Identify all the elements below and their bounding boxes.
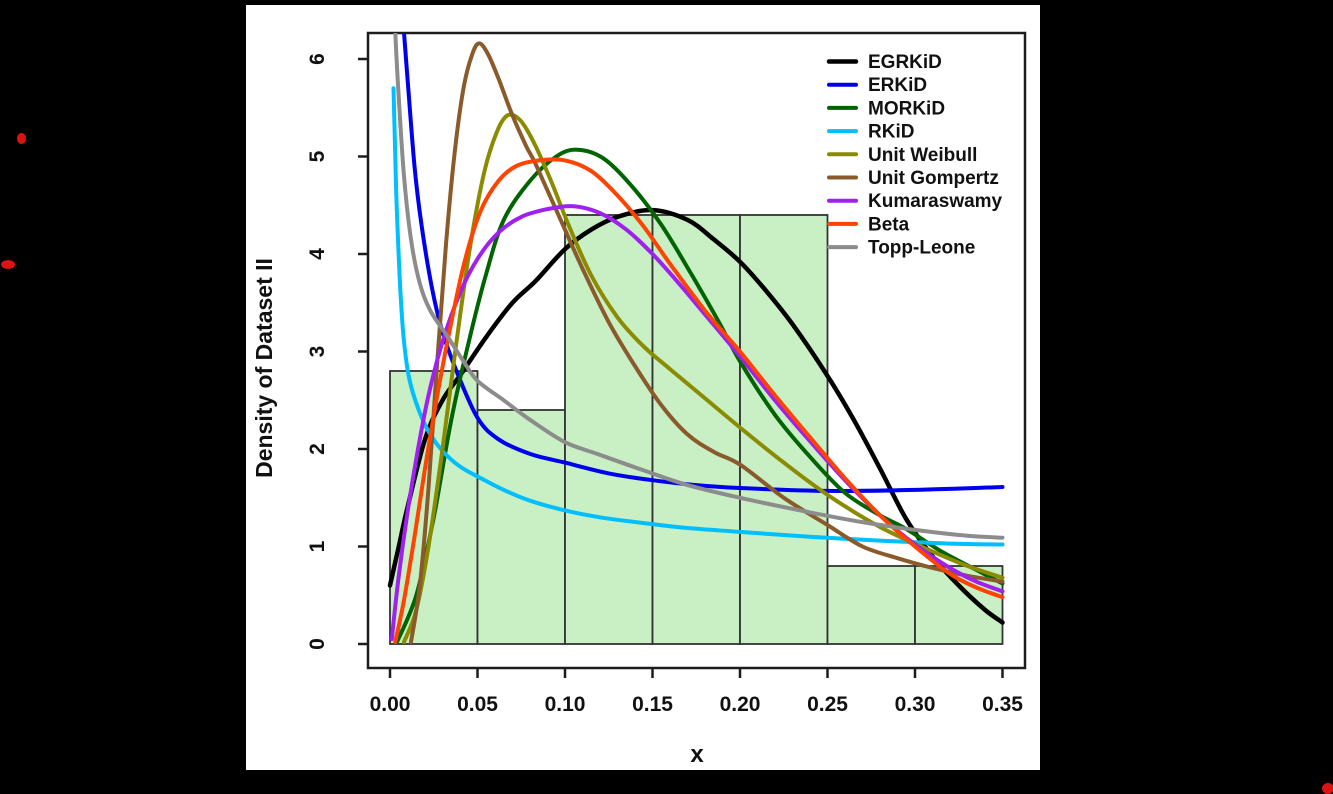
y-tick-label: 3: [306, 346, 329, 358]
histogram-bar: [739, 214, 829, 645]
legend-item-beta: Beta: [827, 214, 910, 235]
legend-label: RKiD: [868, 122, 914, 143]
y-axis: 0 1 2 3 4 5 6: [306, 53, 368, 650]
legend-item-egrkid: EGRKiD: [826, 52, 942, 73]
curve-egrkid: [387, 207, 1005, 625]
x-axis: 0.00 0.05 0.10 0.15 0.20 0.25 0.30 0.35: [370, 668, 1023, 716]
curve-unit-gompertz: [409, 41, 1005, 644]
y-tick-label: 2: [306, 443, 329, 455]
curve-topp-leone: [393, 33, 1005, 540]
legend-item-kumaraswamy: Kumaraswamy: [827, 191, 1003, 212]
x-tick-label: 0.15: [632, 693, 673, 716]
curve-erkid: [402, 33, 1005, 493]
y-tick-label: 0: [306, 638, 329, 650]
histogram-bar: [826, 565, 916, 645]
legend-item-unit-gompertz: Unit Gompertz: [827, 168, 999, 189]
legend-label: Topp-Leone: [868, 238, 975, 259]
legend-label: Beta: [868, 214, 910, 235]
curve-rkid: [391, 86, 1005, 547]
legend-label: ERKiD: [868, 75, 927, 96]
legend-item-erkid: ERKiD: [827, 75, 927, 96]
x-tick-label: 0.30: [895, 693, 936, 716]
x-tick-label: 0.05: [457, 693, 498, 716]
legend-label: Unit Weibull: [868, 145, 977, 166]
y-axis-title: Density of Dataset II: [251, 258, 277, 478]
y-tick-label: 4: [306, 248, 329, 260]
x-tick-label: 0.35: [982, 693, 1023, 716]
red-dot-1: [17, 133, 26, 144]
y-tick-label: 6: [306, 53, 329, 65]
x-tick-label: 0.25: [807, 693, 848, 716]
histogram-bar: [651, 214, 741, 645]
y-tick-label: 5: [306, 150, 329, 162]
curve-beta: [393, 157, 1005, 644]
histogram-bar: [564, 214, 654, 645]
x-tick-label: 0.00: [370, 693, 411, 716]
legend-item-rkid: RKiD: [827, 122, 914, 143]
histogram-bar: [476, 409, 566, 645]
legend-label: MORKiD: [868, 98, 945, 119]
y-tick-label: 1: [306, 540, 329, 552]
legend-label: Kumaraswamy: [868, 191, 1003, 212]
x-axis-title: x: [690, 741, 704, 768]
legend-item-unit-weibull: Unit Weibull: [827, 145, 977, 166]
red-dot-3: [1322, 783, 1333, 794]
x-tick-label: 0.20: [720, 693, 761, 716]
red-dot-2: [1, 260, 15, 269]
legend-item-morkid: MORKiD: [827, 98, 945, 119]
legend-label: Unit Gompertz: [868, 168, 999, 189]
legend-item-topp-leone: Topp-Leone: [827, 238, 975, 259]
curve-unit-weibull: [402, 112, 1005, 644]
x-tick-label: 0.10: [545, 693, 586, 716]
histogram: [389, 214, 1004, 645]
legend-label: EGRKiD: [868, 52, 942, 73]
curves: [387, 33, 1005, 644]
